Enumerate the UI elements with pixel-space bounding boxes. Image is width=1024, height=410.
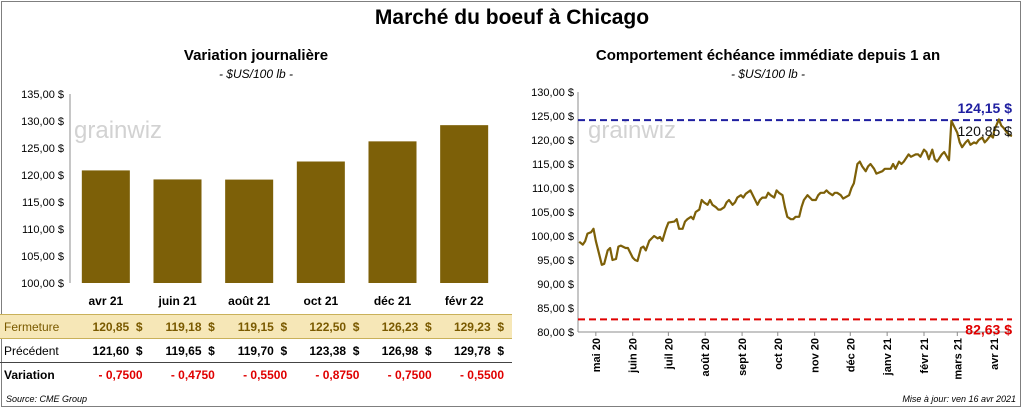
x-tick-label: déc 21	[374, 294, 412, 308]
table-cell: 120,85 $	[92, 319, 143, 334]
bar	[81, 170, 130, 283]
table-cell: - 0,8750	[315, 367, 360, 382]
row-label: Variation	[4, 367, 55, 382]
table-cell: 119,70 $	[222, 338, 296, 363]
bar	[225, 179, 274, 283]
table-cell: - 0,7500	[98, 367, 143, 382]
bar	[440, 125, 489, 284]
left-bars	[81, 125, 489, 284]
previous-row: Précédent 121,60 $119,65 $119,70 $123,38 …	[0, 338, 512, 363]
x-tick-label: oct 21	[303, 294, 338, 308]
main-title: Marché du boeuf à Chicago	[374, 6, 650, 29]
table-cell: 129,23 $	[453, 319, 504, 334]
left-y-tick-label: 125,00 $	[21, 143, 64, 155]
bar	[296, 161, 345, 283]
table-cell: 122,50 $	[309, 319, 360, 334]
right-panel-subtitle: - $US/100 lb -	[730, 67, 806, 81]
left-y-tick-label: 130,00 $	[21, 116, 64, 128]
table-cell: - 0,5500	[243, 367, 288, 382]
row-label: Fermeture	[4, 319, 60, 334]
table-cell: 119,15 $	[237, 319, 288, 334]
row-label: Précédent	[0, 338, 79, 363]
source-note: Source: CME Group	[6, 394, 88, 404]
table-cell: - 0,5500	[459, 367, 504, 382]
variation-row: Variation - 0,7500 - 0,4750 - 0,5500 - 0,875…	[0, 363, 512, 387]
left-y-axis: 100,00 $ 105,00 $ 110,00 $ 115,00 $ 120,00 $…	[21, 89, 71, 290]
left-y-tick-label: 110,00 $	[22, 224, 64, 236]
table-cell: 126,23 $	[381, 319, 432, 334]
table-cell: 121,60 $	[78, 338, 151, 363]
table-cell: 129,78 $	[439, 338, 512, 363]
table-cell: 119,65 $	[150, 338, 223, 363]
bar	[368, 141, 417, 283]
bar	[153, 179, 202, 283]
table-cell: - 0,7500	[387, 367, 432, 382]
x-tick-label: févr 22	[445, 294, 484, 308]
left-y-tick-label: 100,00 $	[21, 278, 64, 290]
x-tick-label: avr 21	[88, 294, 123, 308]
x-tick-label: août 21	[228, 294, 270, 308]
update-note: Mise à jour: ven 16 avr 2021	[902, 394, 1016, 404]
table-cell: 126,98 $	[367, 338, 440, 363]
left-y-tick-label: 105,00 $	[21, 251, 64, 263]
left-y-tick-label: 135,00 $	[21, 89, 64, 101]
table-cell: - 0,4750	[170, 367, 215, 382]
table-cell: 123,38 $	[295, 338, 368, 363]
left-y-tick-label: 120,00 $	[21, 170, 64, 182]
left-panel-subtitle: - $US/100 lb -	[218, 67, 294, 81]
left-y-tick-label: 115,00 $	[22, 197, 64, 209]
left-bar-chart: grainwiz 100,00 $ 105,00 $ 110,00 $ 115,00 …	[21, 89, 489, 308]
close-row: Fermeture 120,85 $ 119,18 $ 119,15 $ 122,50 …	[0, 314, 512, 339]
left-watermark: grainwiz	[74, 117, 162, 144]
left-x-axis: avr 21 juin 21 août 21 oct 21 déc 21 févr 22	[88, 294, 483, 308]
x-tick-label: juin 21	[157, 294, 196, 308]
right-panel-title: Comportement échéance immédiate depuis 1…	[595, 47, 941, 64]
price-table: Fermeture 120,85 $ 119,18 $ 119,15 $ 122,50 …	[0, 314, 512, 387]
table-cell: 119,18 $	[165, 319, 215, 334]
left-panel-title: Variation journalière	[183, 47, 329, 64]
